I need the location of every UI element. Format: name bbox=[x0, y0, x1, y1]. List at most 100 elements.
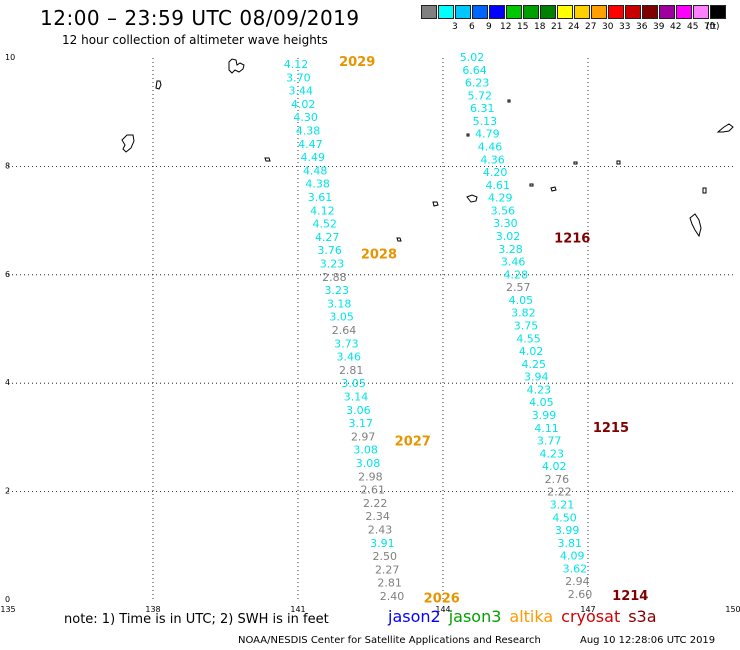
wave-height-value: 3.46 bbox=[337, 351, 362, 364]
generated-timestamp: Aug 10 12:28:06 UTC 2019 bbox=[580, 635, 716, 646]
wave-height-value: 3.23 bbox=[320, 258, 345, 271]
wave-height-value: 2.34 bbox=[365, 510, 390, 523]
island-outline bbox=[616, 160, 621, 165]
altimeter-tracks: 4.123.703.444.024.304.384.474.494.484.38… bbox=[284, 51, 593, 603]
wave-height-value: 4.79 bbox=[475, 128, 500, 141]
latitude-tick-label: 10 bbox=[5, 53, 15, 62]
color-swatch bbox=[625, 5, 641, 19]
wave-height-value: 2.97 bbox=[351, 430, 376, 443]
satellite-legend-item: jason2 bbox=[388, 607, 441, 626]
longitude-tick-label: 138 bbox=[145, 605, 160, 614]
color-scale-tick: 9 bbox=[486, 22, 492, 32]
wave-height-value: 3.23 bbox=[325, 284, 350, 297]
wave-height-value: 2.60 bbox=[568, 588, 593, 601]
wave-height-value: 2.57 bbox=[506, 281, 531, 294]
wave-height-value: 6.64 bbox=[462, 64, 487, 77]
pass-number-label: 2027 bbox=[395, 435, 431, 450]
wave-height-value: 3.70 bbox=[286, 71, 311, 84]
footnote: note: 1) Time is in UTC; 2) SWH is in fe… bbox=[64, 612, 329, 627]
wave-height-value: 2.27 bbox=[375, 563, 400, 576]
wave-height-value: 5.02 bbox=[460, 51, 485, 64]
island-outline bbox=[264, 157, 271, 162]
wave-height-value: 3.81 bbox=[557, 537, 582, 550]
wave-height-value: 3.62 bbox=[563, 562, 588, 575]
wave-height-value: 3.73 bbox=[334, 337, 359, 350]
island-outline bbox=[689, 213, 702, 238]
color-swatch bbox=[506, 5, 522, 19]
satellite-legend: jason2 jason3 altika cryosat s3a bbox=[388, 607, 665, 626]
wave-height-value: 3.02 bbox=[496, 230, 521, 243]
wave-height-value: 3.17 bbox=[349, 417, 374, 430]
wave-height-value: 4.38 bbox=[296, 125, 321, 138]
island-outline bbox=[121, 134, 135, 153]
wave-height-value: 2.61 bbox=[361, 484, 386, 497]
color-scale-tick: 42 bbox=[670, 22, 682, 32]
color-swatch bbox=[421, 5, 437, 19]
wave-height-value: 3.82 bbox=[511, 307, 536, 320]
latitude-tick-label: 4 bbox=[5, 378, 10, 387]
wave-height-value: 4.36 bbox=[480, 153, 505, 166]
wave-height-value: 3.44 bbox=[289, 85, 314, 98]
wave-height-value: 3.99 bbox=[555, 524, 580, 537]
color-scale-tick: 30 bbox=[602, 22, 614, 32]
pass-number-label: 1214 bbox=[612, 589, 648, 604]
pass-number-label: 2026 bbox=[424, 592, 460, 607]
wave-height-value: 3.56 bbox=[491, 204, 516, 217]
color-swatch bbox=[642, 5, 658, 19]
latitude-tick-label: 8 bbox=[5, 161, 10, 170]
island-outline bbox=[529, 183, 534, 187]
color-swatch bbox=[540, 5, 556, 19]
color-scale-tick: 24 bbox=[568, 22, 580, 32]
wave-height-value: 5.72 bbox=[467, 89, 492, 102]
satellite-legend-item: jason3 bbox=[448, 607, 502, 626]
satellite-legend-item: altika bbox=[509, 607, 554, 626]
longitude-tick-label: 141 bbox=[290, 605, 305, 614]
wave-height-value: 4.52 bbox=[313, 218, 338, 231]
island-outline bbox=[550, 186, 557, 192]
wave-height-value: 3.91 bbox=[370, 537, 395, 550]
island-outline bbox=[155, 80, 162, 90]
color-scale-tick: 6 bbox=[469, 22, 475, 32]
pass-number-label: 1216 bbox=[554, 231, 590, 246]
satellite-legend-item: s3a bbox=[628, 607, 657, 626]
wave-height-value: 4.61 bbox=[485, 179, 510, 192]
wave-height-value: 4.29 bbox=[488, 192, 513, 205]
longitude-tick-label: 135 bbox=[0, 605, 15, 614]
island-outline bbox=[432, 201, 439, 207]
color-scale-unit: (ft) bbox=[706, 22, 720, 32]
wave-height-value: 4.48 bbox=[303, 164, 328, 177]
wave-height-value: 2.64 bbox=[332, 324, 357, 337]
wave-height-value: 6.23 bbox=[465, 77, 490, 90]
wave-height-value: 2.50 bbox=[373, 550, 398, 563]
wave-height-value: 3.46 bbox=[501, 256, 526, 269]
color-swatch bbox=[489, 5, 505, 19]
island-outline bbox=[716, 123, 734, 133]
longitude-tick-label: 150 bbox=[725, 605, 740, 614]
wave-height-value: 4.02 bbox=[291, 98, 316, 111]
wave-height-value: 4.23 bbox=[527, 383, 552, 396]
color-scale-tick: 45 bbox=[687, 22, 699, 32]
color-scale-tick: 39 bbox=[653, 22, 665, 32]
wave-height-value: 4.12 bbox=[310, 204, 335, 217]
color-swatch bbox=[608, 5, 624, 19]
wave-height-value: 3.75 bbox=[514, 320, 539, 333]
wave-height-value: 4.05 bbox=[529, 396, 554, 409]
wave-height-value: 3.76 bbox=[317, 244, 342, 257]
island-outline bbox=[573, 161, 578, 165]
wave-height-value: 3.77 bbox=[537, 435, 562, 448]
color-scale-tick: 3 bbox=[452, 22, 458, 32]
pass-number-label: 1215 bbox=[593, 421, 629, 436]
wave-height-value: 2.22 bbox=[547, 486, 572, 499]
color-swatch bbox=[693, 5, 709, 19]
wave-height-value: 4.23 bbox=[539, 447, 564, 460]
latitude-tick-label: 6 bbox=[5, 270, 10, 279]
wave-height-value: 2.81 bbox=[339, 364, 364, 377]
longitude-tick-label: 147 bbox=[580, 605, 595, 614]
pass-number-label: 2029 bbox=[339, 55, 375, 70]
color-swatch bbox=[676, 5, 692, 19]
wave-height-value: 4.27 bbox=[315, 231, 340, 244]
wave-height-value: 2.76 bbox=[545, 473, 570, 486]
wave-height-value: 4.55 bbox=[516, 332, 541, 345]
wave-height-value: 4.46 bbox=[478, 141, 503, 154]
